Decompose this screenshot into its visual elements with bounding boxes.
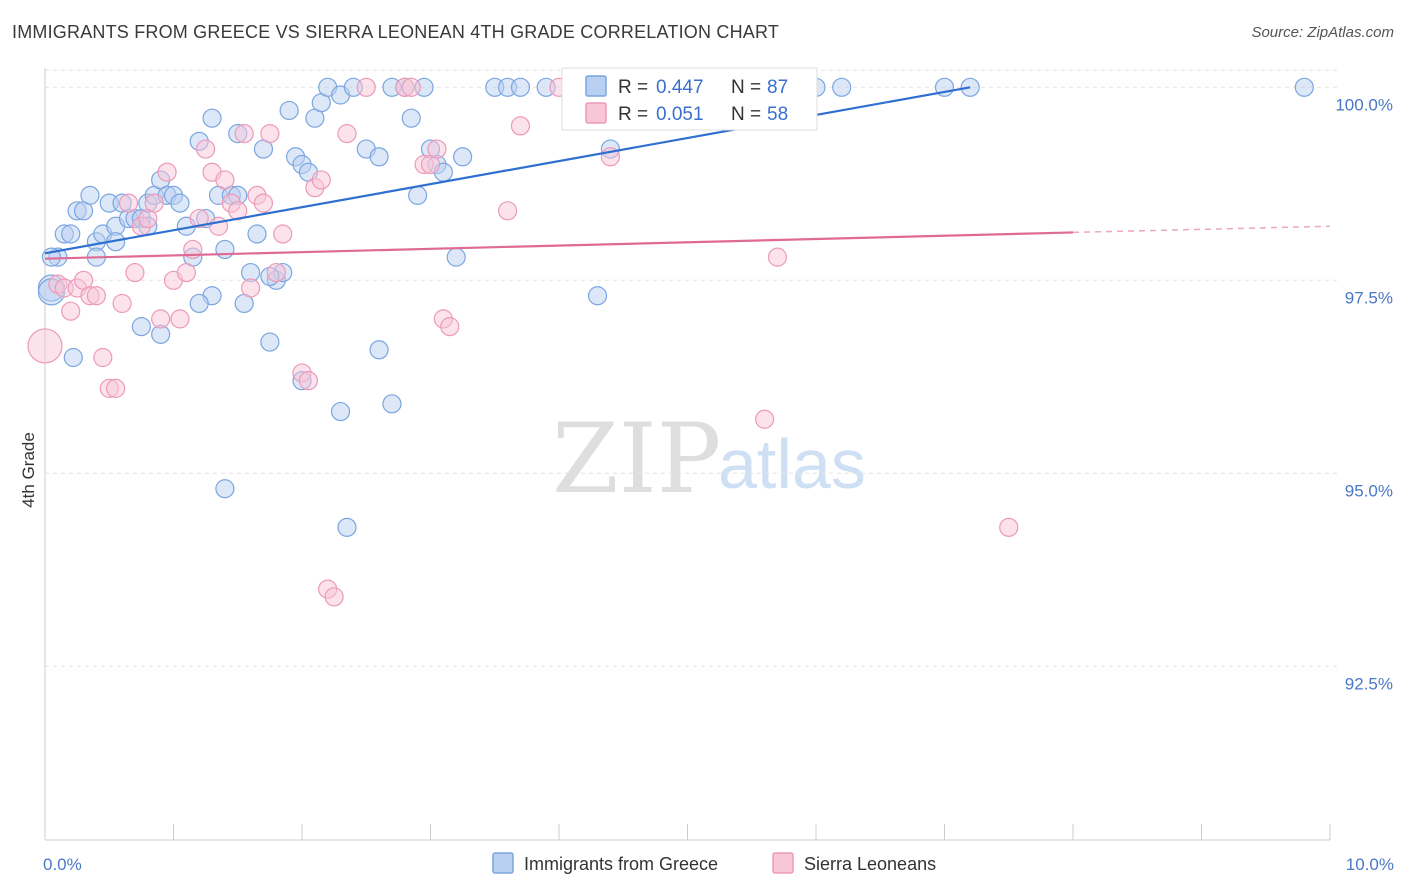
point-greece bbox=[189, 293, 209, 314]
point-sierra bbox=[754, 409, 775, 429]
trend-line-sierra bbox=[44, 231, 1074, 260]
y-tick-label: 95.0% bbox=[1345, 481, 1393, 500]
point-greece bbox=[61, 224, 81, 244]
stats-swatch-greece bbox=[585, 75, 607, 97]
point-greece bbox=[510, 77, 531, 97]
data-points bbox=[27, 77, 1314, 607]
stats-r-label-sierra: R = bbox=[618, 104, 648, 125]
legend-label-sierra: Sierra Leoneans bbox=[804, 854, 936, 874]
stats-n-value-sierra: 58 bbox=[767, 104, 788, 125]
point-greece bbox=[369, 340, 389, 360]
point-sierra bbox=[356, 77, 376, 97]
source-credit: Source: ZipAtlas.com bbox=[1251, 24, 1394, 41]
legend-swatch-greece bbox=[492, 852, 514, 874]
point-greece bbox=[279, 100, 299, 121]
point-sierra bbox=[93, 347, 113, 368]
stats-n-label-greece: N = bbox=[731, 77, 761, 98]
point-sierra bbox=[498, 201, 518, 221]
point-sierra bbox=[401, 77, 421, 97]
stats-r-label-greece: R = bbox=[618, 77, 648, 98]
stats-n-value-greece: 87 bbox=[767, 77, 788, 98]
point-greece bbox=[170, 193, 190, 213]
gridlines bbox=[45, 69, 1340, 667]
stats-n-label-sierra: N = bbox=[731, 104, 761, 125]
point-greece bbox=[408, 185, 428, 205]
trend-line-sierra-extension bbox=[1072, 225, 1331, 234]
point-sierra bbox=[118, 193, 139, 213]
chart-title: IMMIGRANTS FROM GREECE VS SIERRA LEONEAN… bbox=[12, 22, 780, 42]
point-greece bbox=[131, 317, 151, 337]
point-sierra bbox=[427, 139, 447, 159]
watermark-zip: ZIP bbox=[552, 403, 721, 515]
point-sierra bbox=[510, 116, 531, 136]
point-sierra bbox=[196, 139, 216, 159]
stats-box: R = 0.447 N = 87 R = 0.051 N = 58 bbox=[561, 67, 818, 131]
legend-swatch-sierra bbox=[772, 852, 794, 874]
point-sierra bbox=[176, 262, 196, 283]
point-sierra bbox=[324, 587, 344, 607]
point-greece bbox=[1294, 77, 1314, 97]
point-sierra bbox=[86, 286, 107, 306]
point-greece bbox=[446, 247, 466, 267]
y-tick-label: 97.5% bbox=[1345, 288, 1393, 307]
point-sierra bbox=[189, 208, 209, 229]
stats-r-value-greece: 0.447 bbox=[656, 77, 704, 98]
point-sierra bbox=[767, 247, 788, 267]
y-axis-label: 4th Grade bbox=[19, 432, 38, 508]
point-sierra bbox=[440, 317, 460, 337]
point-greece bbox=[587, 286, 608, 306]
point-greece bbox=[382, 394, 402, 414]
point-sierra bbox=[298, 371, 319, 391]
point-greece bbox=[215, 239, 235, 260]
point-sierra bbox=[125, 262, 145, 283]
point-greece bbox=[337, 517, 357, 537]
point-sierra bbox=[228, 201, 248, 221]
point-sierra bbox=[215, 170, 235, 190]
point-sierra bbox=[260, 124, 280, 144]
point-greece bbox=[215, 479, 235, 499]
point-sierra bbox=[157, 162, 177, 182]
point-sierra bbox=[311, 170, 331, 190]
point-sierra bbox=[170, 309, 190, 329]
axes: 100.0% 97.5% 95.0% 92.5% 0.0% 10.0% bbox=[43, 68, 1394, 874]
stats-swatch-sierra bbox=[585, 102, 607, 124]
point-sierra bbox=[273, 224, 293, 244]
point-greece bbox=[63, 347, 83, 368]
point-sierra bbox=[106, 378, 126, 398]
point-sierra bbox=[27, 328, 63, 364]
trend-line-greece bbox=[44, 86, 971, 255]
x-tick-label: 0.0% bbox=[43, 855, 82, 874]
y-tick-label: 92.5% bbox=[1345, 674, 1393, 693]
point-sierra bbox=[241, 278, 261, 298]
legend-label-greece: Immigrants from Greece bbox=[524, 854, 718, 874]
legend: Immigrants from Greece Sierra Leoneans bbox=[492, 852, 936, 874]
point-sierra bbox=[266, 262, 286, 283]
point-greece bbox=[832, 77, 852, 97]
point-sierra bbox=[337, 124, 357, 144]
point-sierra bbox=[144, 193, 164, 213]
point-sierra bbox=[253, 193, 274, 213]
x-tick-label: 10.0% bbox=[1346, 855, 1394, 874]
point-greece bbox=[80, 185, 100, 205]
point-greece bbox=[247, 224, 267, 244]
point-sierra bbox=[61, 301, 81, 321]
point-sierra bbox=[234, 124, 254, 144]
watermark-atlas: atlas bbox=[718, 425, 866, 503]
point-greece bbox=[202, 108, 222, 128]
stats-r-value-sierra: 0.051 bbox=[656, 104, 704, 125]
point-greece bbox=[453, 147, 473, 167]
point-greece bbox=[330, 401, 351, 422]
point-sierra bbox=[151, 309, 171, 329]
y-tick-label: 100.0% bbox=[1335, 95, 1393, 114]
point-sierra bbox=[999, 517, 1019, 537]
point-greece bbox=[369, 147, 389, 167]
point-sierra bbox=[112, 293, 132, 314]
point-greece bbox=[401, 108, 421, 128]
point-greece bbox=[260, 332, 280, 352]
